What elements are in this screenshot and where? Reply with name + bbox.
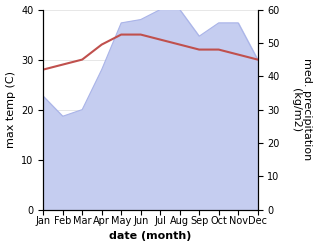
Y-axis label: med. precipitation
(kg/m2): med. precipitation (kg/m2) — [291, 59, 313, 161]
Y-axis label: max temp (C): max temp (C) — [5, 71, 16, 148]
X-axis label: date (month): date (month) — [109, 231, 192, 242]
